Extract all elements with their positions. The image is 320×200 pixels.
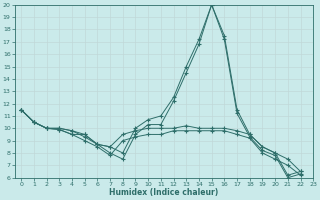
- X-axis label: Humidex (Indice chaleur): Humidex (Indice chaleur): [109, 188, 219, 197]
